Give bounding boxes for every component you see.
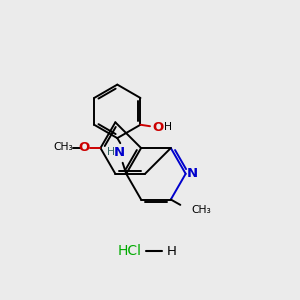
Text: H: H (167, 244, 176, 258)
Text: O: O (78, 141, 89, 154)
Text: CH₃: CH₃ (54, 142, 74, 152)
Text: HCl: HCl (117, 244, 141, 258)
Text: O: O (152, 121, 163, 134)
Text: N: N (187, 167, 198, 180)
Text: H: H (164, 122, 172, 132)
Text: H: H (107, 147, 115, 157)
Text: N: N (114, 146, 125, 159)
Text: CH₃: CH₃ (192, 205, 212, 215)
